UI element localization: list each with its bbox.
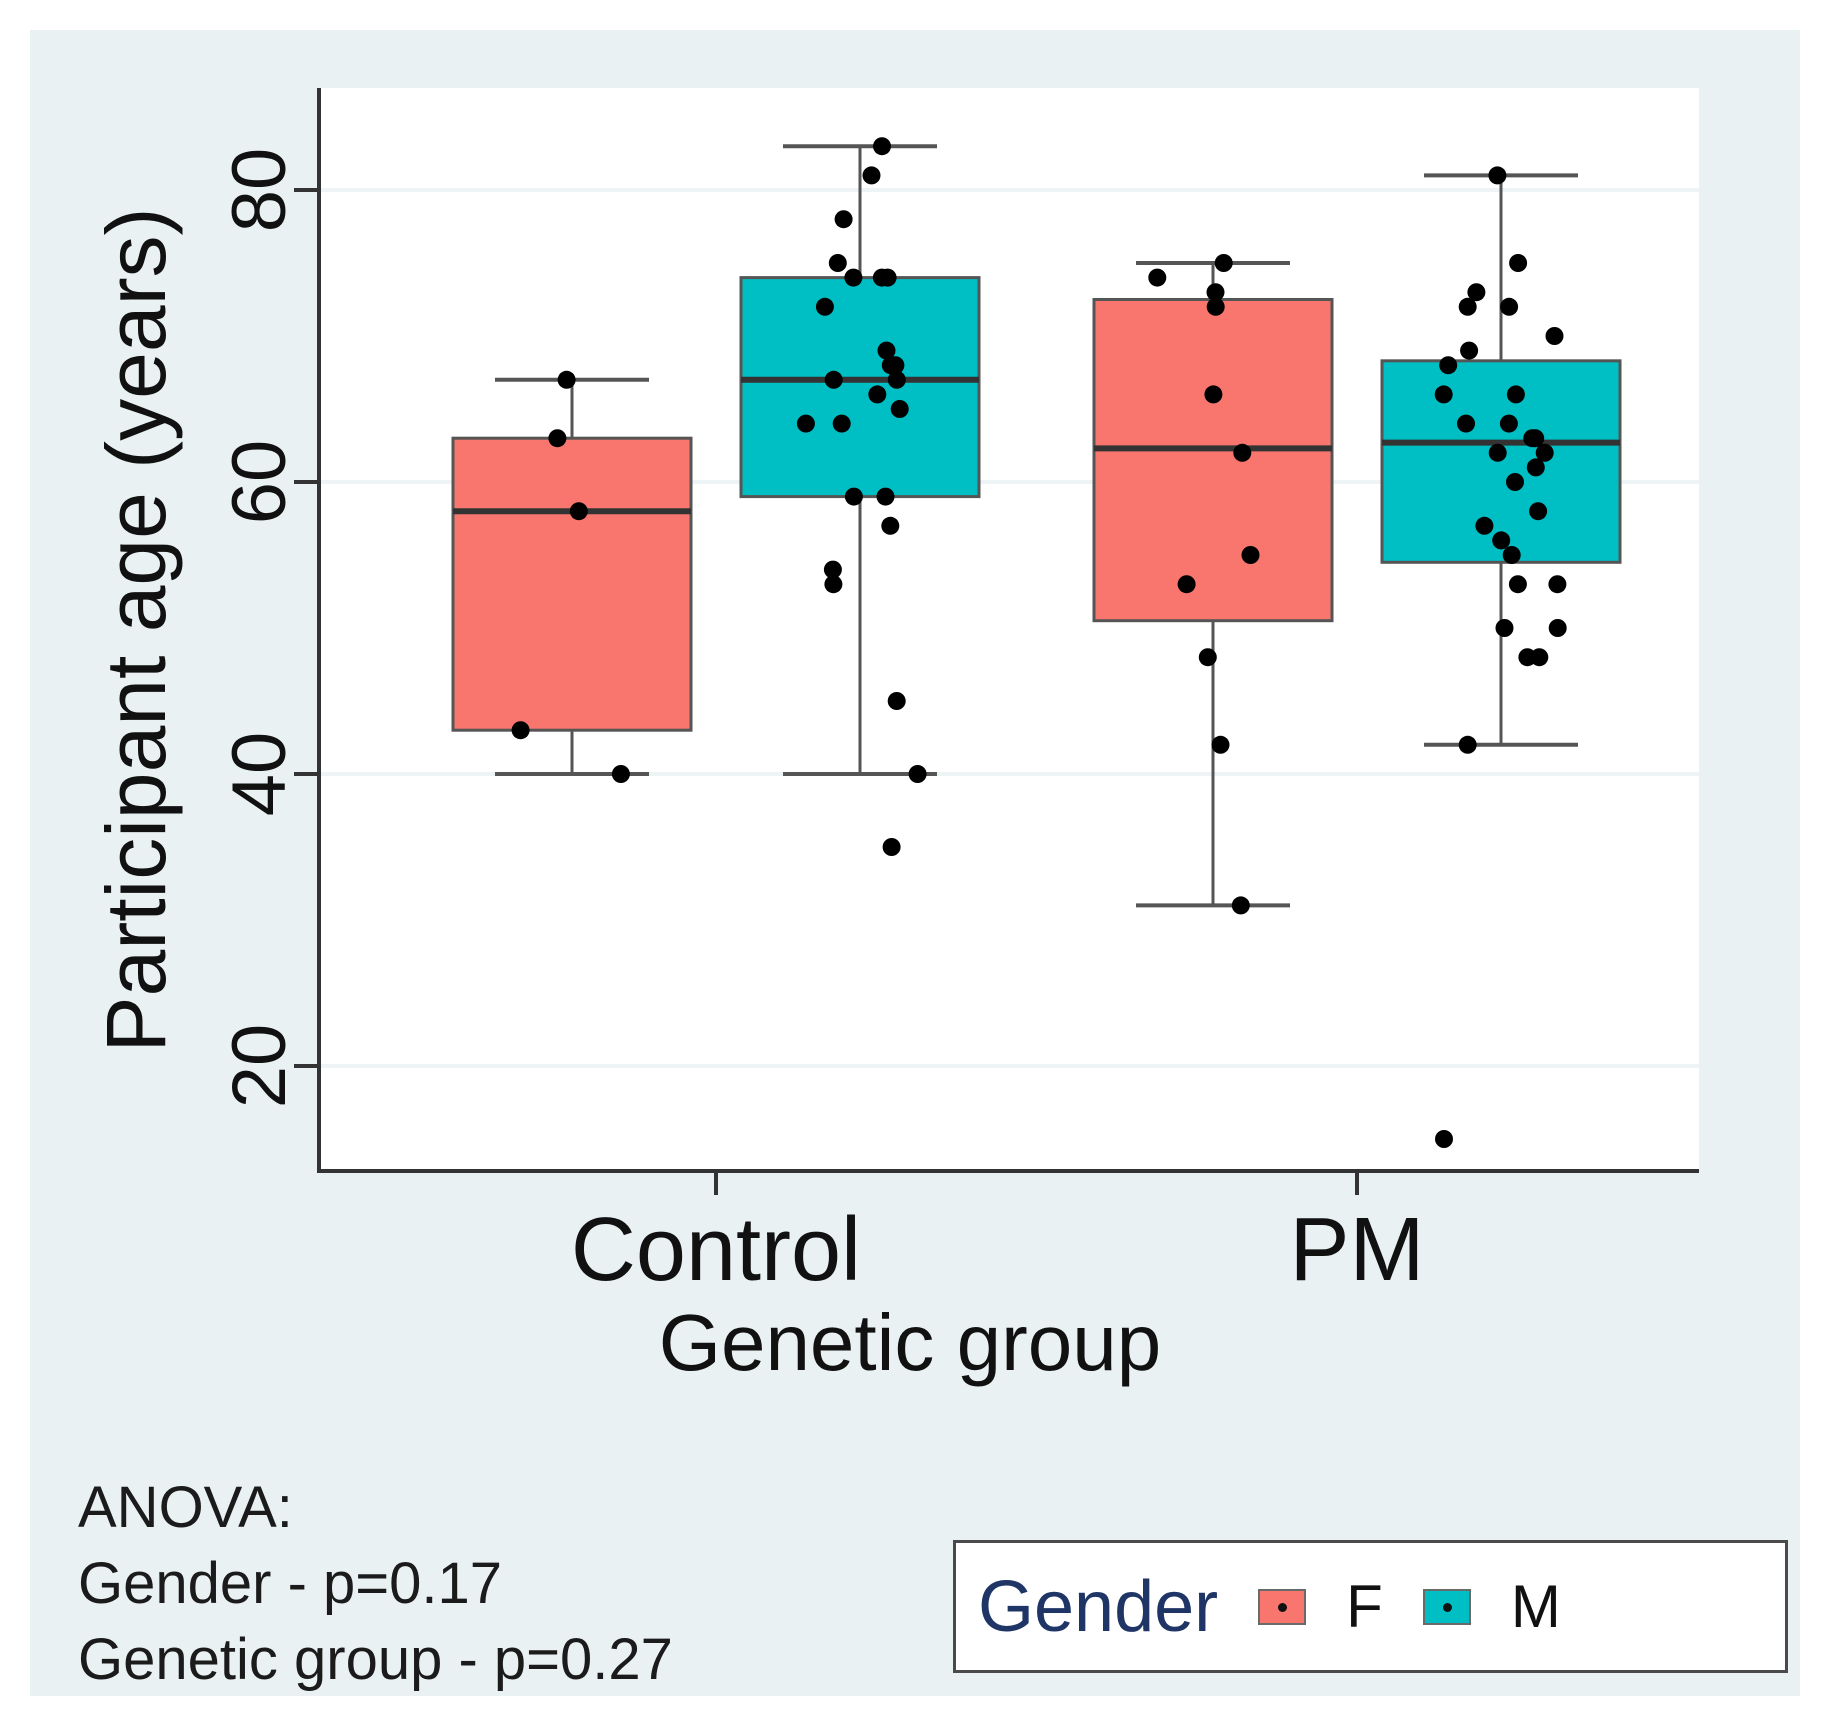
point-m-control bbox=[887, 370, 906, 389]
point-m-control bbox=[844, 487, 863, 506]
point-m-control bbox=[815, 297, 834, 316]
point-m-control bbox=[887, 692, 906, 710]
point-m-pm bbox=[1535, 443, 1554, 462]
point-m-pm bbox=[1467, 283, 1486, 302]
legend-swatch-f bbox=[1258, 1588, 1307, 1625]
point-m-pm bbox=[1495, 619, 1514, 637]
point-f-control bbox=[548, 429, 567, 448]
point-f-pm bbox=[1214, 254, 1233, 272]
point-m-control bbox=[882, 838, 901, 856]
point-f-control bbox=[611, 765, 630, 783]
legend-label-m: M bbox=[1510, 1573, 1561, 1640]
point-m-pm bbox=[1545, 327, 1564, 345]
point-m-control bbox=[868, 385, 887, 404]
point-m-control bbox=[796, 414, 815, 433]
legend-label-f: F bbox=[1346, 1573, 1383, 1640]
point-f-control bbox=[557, 370, 576, 389]
box-m-pm bbox=[1380, 359, 1622, 564]
point-m-pm bbox=[1458, 297, 1477, 316]
point-m-pm bbox=[1488, 443, 1507, 462]
point-m-pm bbox=[1460, 341, 1479, 360]
point-m-control bbox=[873, 137, 891, 156]
point-m-control bbox=[844, 268, 863, 287]
legend-entry-m: M bbox=[1422, 1572, 1561, 1641]
point-m-control bbox=[872, 268, 891, 287]
point-m-control bbox=[881, 516, 900, 535]
point-m-pm bbox=[1526, 458, 1545, 477]
data-points bbox=[511, 137, 1567, 1148]
point-f-control bbox=[569, 502, 588, 521]
point-f-pm bbox=[1198, 648, 1217, 667]
point-m-pm bbox=[1502, 546, 1521, 564]
point-m-pm bbox=[1509, 254, 1528, 272]
point-m-control bbox=[824, 370, 843, 389]
y-tick-label-40: 40 bbox=[217, 732, 302, 817]
point-m-control bbox=[828, 254, 847, 272]
legend-entry-f: F bbox=[1258, 1572, 1383, 1641]
anova-title: ANOVA: bbox=[78, 1475, 293, 1540]
legend-title: Gender bbox=[978, 1566, 1219, 1647]
point-m-pm bbox=[1529, 502, 1548, 521]
y-tick-label-80: 80 bbox=[217, 148, 302, 233]
point-f-pm bbox=[1233, 443, 1252, 462]
point-m-control bbox=[832, 414, 851, 433]
point-m-pm bbox=[1492, 531, 1511, 550]
x-tick-label-pm: PM bbox=[1290, 1200, 1425, 1300]
point-f-pm bbox=[1231, 896, 1250, 915]
point-m-pm bbox=[1457, 414, 1475, 433]
anova-gender-line: Gender - p=0.17 bbox=[78, 1551, 503, 1616]
point-f-control bbox=[511, 721, 530, 740]
point-m-pm bbox=[1458, 735, 1477, 754]
point-m-control bbox=[834, 210, 853, 229]
point-m-pm bbox=[1523, 429, 1542, 448]
point-m-pm bbox=[1530, 648, 1549, 667]
point-f-pm bbox=[1206, 297, 1225, 316]
y-axis-title: Participant age (years) bbox=[89, 207, 183, 1052]
point-m-pm bbox=[1475, 516, 1494, 535]
point-m-control bbox=[876, 487, 895, 506]
point-m-pm bbox=[1435, 1130, 1453, 1148]
anova-group-line: Genetic group - p=0.27 bbox=[78, 1627, 673, 1692]
box-f-pm bbox=[1092, 298, 1334, 623]
x-tick-label-control: Control bbox=[571, 1200, 861, 1300]
legend-swatch-m bbox=[1422, 1588, 1471, 1625]
point-f-pm bbox=[1241, 546, 1260, 564]
point-m-pm bbox=[1499, 414, 1518, 433]
point-m-pm bbox=[1548, 619, 1567, 637]
y-tick-label-20: 20 bbox=[217, 1024, 302, 1109]
point-m-control bbox=[823, 560, 842, 579]
box-m-control bbox=[739, 276, 981, 499]
point-m-control bbox=[908, 765, 927, 783]
anova-annotation: ANOVA: Gender - p=0.17 Genetic group - p… bbox=[78, 1470, 673, 1698]
point-m-control bbox=[890, 400, 909, 418]
point-m-pm bbox=[1434, 385, 1453, 404]
point-m-pm bbox=[1508, 575, 1527, 594]
x-axis-title: Genetic group bbox=[659, 1298, 1162, 1387]
point-m-pm bbox=[1439, 356, 1458, 375]
point-m-control bbox=[862, 166, 881, 185]
point-m-pm bbox=[1488, 166, 1507, 185]
boxplot-chart: 20 40 60 80 Control PM Genetic group Particip… bbox=[89, 88, 1699, 1387]
box-f-control bbox=[451, 436, 693, 732]
point-m-pm bbox=[1548, 575, 1567, 594]
box-layer bbox=[451, 144, 1622, 908]
point-f-pm bbox=[1204, 385, 1223, 404]
chart-panel: 20 40 60 80 Control PM Genetic group Particip… bbox=[30, 30, 1800, 1696]
axis-ticks: 20 40 60 80 Control PM bbox=[217, 148, 1425, 1300]
point-f-pm bbox=[1206, 283, 1225, 302]
point-m-pm bbox=[1506, 473, 1524, 491]
point-m-control bbox=[877, 341, 896, 360]
point-f-pm bbox=[1211, 735, 1230, 754]
point-f-pm bbox=[1177, 575, 1196, 594]
point-m-control bbox=[824, 575, 843, 594]
y-tick-label-60: 60 bbox=[217, 440, 302, 525]
point-f-pm bbox=[1148, 268, 1167, 287]
legend: Gender F M bbox=[953, 1540, 1788, 1673]
point-m-pm bbox=[1506, 385, 1525, 404]
point-m-control bbox=[881, 356, 900, 375]
point-m-pm bbox=[1500, 297, 1519, 316]
